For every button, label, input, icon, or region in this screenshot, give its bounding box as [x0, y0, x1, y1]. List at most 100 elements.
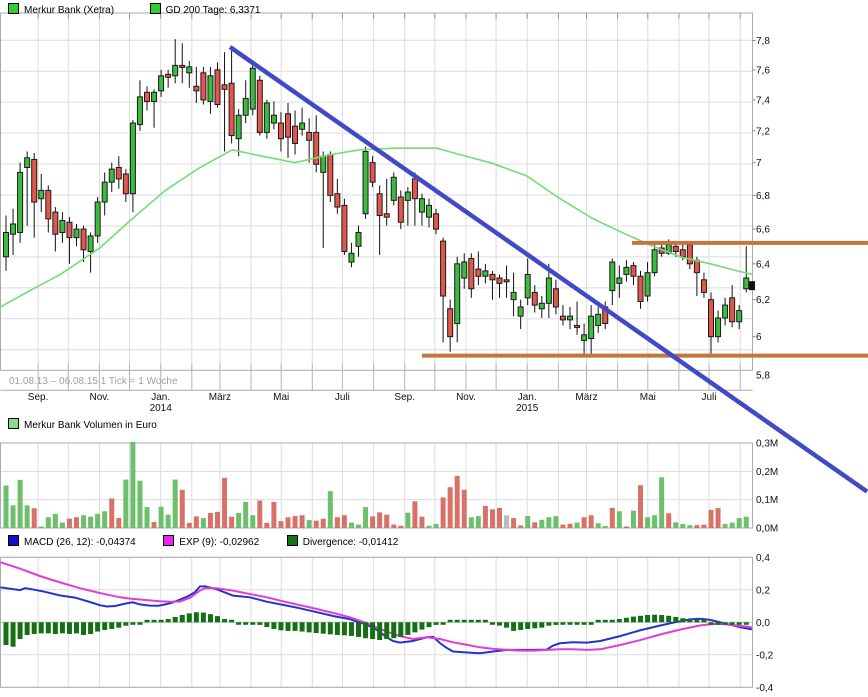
candle-body [454, 263, 461, 325]
candle-body [552, 288, 559, 308]
volume-bar [264, 522, 270, 528]
macd-histogram-bar [722, 622, 728, 625]
volume-bar [17, 479, 23, 528]
macd-panel-border [0, 556, 753, 688]
macd-histogram-bar [673, 616, 679, 623]
macd-histogram-bar [24, 622, 30, 635]
volume-bar [468, 517, 474, 528]
candle-body [616, 277, 623, 284]
macd-histogram-bar [38, 622, 44, 634]
candle-body [186, 66, 193, 74]
volume-bar [440, 497, 446, 528]
macd-histogram-bar [391, 622, 397, 639]
macd-histogram-bar [433, 622, 439, 625]
volume-bar [532, 522, 538, 528]
candle-body [179, 64, 186, 68]
macd-tick-label: 0,2 [756, 585, 770, 596]
macd-histogram-bar [313, 622, 319, 634]
macd-histogram-bar [17, 622, 23, 640]
macd-histogram-bar [419, 622, 425, 630]
volume-bar [59, 522, 65, 528]
volume-bar [299, 515, 305, 528]
candle-body [567, 315, 573, 321]
candle-body [524, 273, 531, 299]
macd-legend: MACD (26, 12): -0,04374 EXP (9): -0,0296… [8, 535, 398, 548]
macd-histogram-bar [356, 622, 361, 637]
macd-histogram-bar [553, 622, 559, 625]
candle-body [94, 201, 101, 237]
volume-bar [729, 522, 735, 528]
macd-legend-label: MACD (26, 12): -0,04374 [24, 537, 136, 548]
volume-bar [511, 518, 517, 528]
volume-bar [398, 525, 404, 528]
volume-bar [102, 511, 108, 528]
macd-histogram-bar [595, 619, 601, 623]
candle-body [242, 97, 249, 116]
volume-bar [546, 517, 552, 528]
candle-body [108, 168, 115, 183]
volume-bar [475, 516, 481, 528]
candle-body [207, 75, 214, 102]
volume-bar [616, 511, 622, 528]
volume-bar [271, 501, 277, 528]
month-label: Nov. [89, 392, 109, 403]
volume-bar [243, 501, 249, 528]
volume-bar [715, 507, 721, 528]
volume-bar [384, 514, 390, 528]
month-label: Sep. [394, 392, 415, 403]
volume-bar [363, 507, 369, 528]
candle-body [496, 277, 503, 284]
volume-bar [24, 505, 30, 528]
macd-histogram-bar [109, 622, 115, 629]
macd-histogram-bar [645, 614, 651, 623]
macd-histogram-bar [511, 622, 517, 631]
candle-body [489, 273, 496, 281]
candle-body [693, 259, 700, 274]
volume-bar [257, 500, 263, 528]
volume-bar [560, 524, 566, 528]
candle-body [588, 315, 595, 340]
volume-bar [130, 441, 136, 528]
macd-histogram-bar [539, 622, 545, 628]
exp-legend-label: EXP (9): -0,02962 [179, 537, 260, 548]
month-label: Jan. [151, 392, 170, 403]
volume-bar [489, 509, 495, 528]
candle-body [59, 220, 66, 234]
macd-histogram-bar [370, 622, 376, 640]
candle-body [10, 223, 17, 235]
macd-histogram-bar [74, 622, 79, 634]
candle-body [115, 167, 122, 180]
volume-bar [38, 526, 44, 528]
candle-body [574, 324, 581, 328]
macd-histogram-bar [278, 622, 284, 631]
ma200-line [0, 147, 753, 308]
divergence-legend-label: Divergence: -0,01412 [302, 537, 399, 548]
volume-legend-icon [8, 418, 19, 429]
macd-histogram-bar [574, 622, 580, 625]
macd-histogram-bar [236, 622, 242, 625]
volume-bar [687, 525, 693, 528]
candle-body [122, 173, 129, 195]
macd-histogram-bar [468, 619, 474, 623]
macd-histogram-bar [475, 619, 481, 623]
month-label: Juli [335, 392, 350, 403]
volume-bar [81, 515, 87, 528]
volume-bar [172, 479, 178, 528]
candle-body [144, 91, 150, 102]
candle-body [235, 114, 242, 140]
macd-histogram-bar [306, 622, 312, 633]
candle-body [292, 125, 299, 144]
volume-bar [497, 507, 502, 528]
volume-bar [433, 524, 439, 528]
volume-bar [581, 517, 587, 528]
candle-body [686, 244, 693, 265]
volume-bar [659, 477, 665, 528]
volume-bar [623, 526, 629, 528]
volume-bar [313, 520, 319, 528]
candle-body [475, 268, 482, 277]
candle-body [736, 310, 743, 323]
macd-histogram-bar [179, 614, 185, 623]
macd-histogram-bar [588, 622, 594, 625]
macd-histogram-bar [10, 622, 16, 647]
candle-body [24, 157, 31, 169]
